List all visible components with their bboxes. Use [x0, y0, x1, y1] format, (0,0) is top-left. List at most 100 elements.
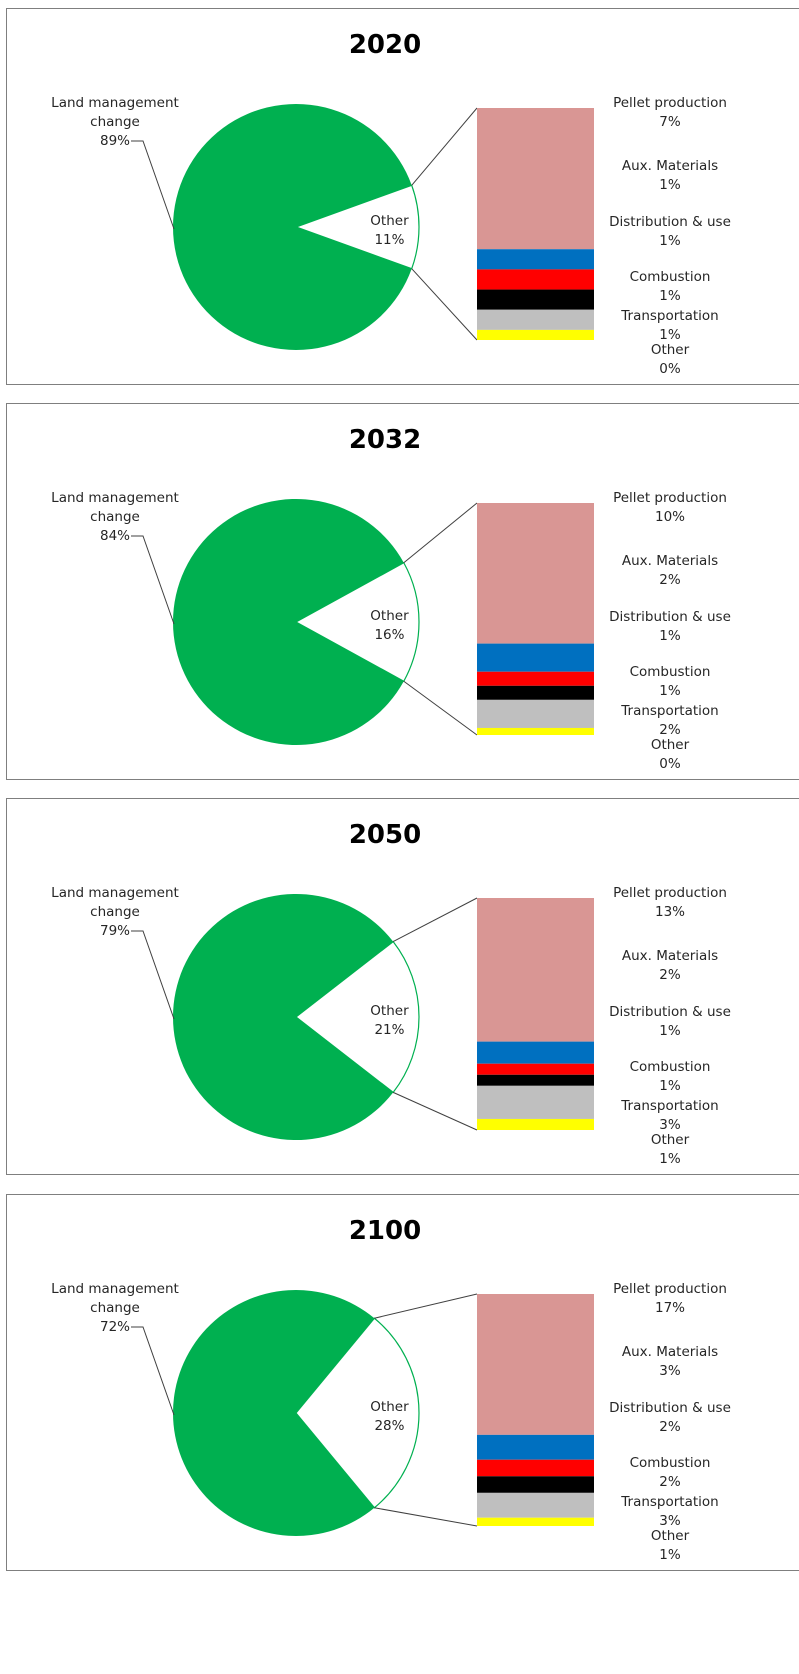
pie-label-land-management-change: Land management — [51, 885, 179, 901]
bar-segment — [477, 685, 594, 700]
pie-label-land-management-change: change — [90, 114, 140, 130]
pie-value-other: 16% — [374, 627, 404, 643]
pie-label-other: Other — [370, 1003, 409, 1019]
breakdown-label: Pellet production — [613, 95, 727, 111]
breakdown-label: Distribution & use — [609, 1400, 731, 1416]
chart-panel: 2100 Other 28% Land management change 72% Pell… — [6, 1194, 799, 1571]
chart-title: 2020 — [349, 30, 421, 60]
connector-line-top — [374, 1293, 478, 1319]
pie-value-other: 21% — [374, 1022, 404, 1038]
bar-segment — [477, 1517, 594, 1526]
breakdown-value: 1% — [659, 288, 681, 304]
pie-label-other: Other — [370, 213, 409, 229]
pie-slice-other — [294, 561, 420, 683]
pie-slice-other — [295, 1317, 420, 1509]
chart-title: 2050 — [349, 820, 421, 850]
breakdown-value: 13% — [655, 904, 685, 920]
bar-of-pie-chart: 2032 Other 16% Land management change 84% Pell… — [51, 425, 731, 772]
connector-line-bottom — [392, 1091, 478, 1131]
pie-label-land-management-change: Land management — [51, 95, 179, 111]
breakdown-label: Transportation — [620, 703, 718, 719]
pie-value-land-management-change: 84% — [100, 528, 130, 544]
bar-segment — [477, 1476, 594, 1493]
breakdown-label: Aux. Materials — [622, 553, 718, 569]
bar-of-pie-chart: 2020 Other 11% Land management change 89% Pell… — [51, 30, 731, 377]
breakdown-value: 3% — [659, 1117, 681, 1133]
pie-label-land-management-change: change — [90, 509, 140, 525]
pie-label-other: Other — [370, 608, 409, 624]
pie-slice-other — [295, 940, 420, 1094]
pie-slice-land-management-change — [172, 1290, 375, 1536]
breakdown-label: Aux. Materials — [622, 1344, 718, 1360]
chart-panel: 2032 Other 16% Land management change 84% Pell… — [6, 403, 799, 780]
bar-segment — [477, 329, 594, 340]
bar-segment — [477, 1118, 594, 1130]
breakdown-value: 2% — [659, 722, 681, 738]
breakdown-label: Aux. Materials — [622, 158, 718, 174]
breakdown-value: 1% — [659, 1151, 681, 1167]
pie-slice-land-management-change — [172, 894, 394, 1140]
breakdown-label: Combustion — [630, 269, 711, 285]
breakdown-value: 1% — [659, 233, 681, 249]
bar-segment — [477, 1492, 594, 1518]
bar-segment — [477, 1041, 594, 1064]
pie-label-land-management-change: Land management — [51, 490, 179, 506]
breakdown-label: Pellet production — [613, 885, 727, 901]
bar-segment — [477, 1434, 594, 1460]
bar-segment — [477, 249, 594, 270]
breakdown-label: Combustion — [630, 1455, 711, 1471]
bar-segment — [477, 1074, 594, 1086]
pie-label-other: Other — [370, 1399, 409, 1415]
pie-slice-land-management-change — [173, 104, 412, 351]
breakdown-value: 2% — [659, 1474, 681, 1490]
bar-segment — [477, 1085, 594, 1119]
bar-segment — [477, 898, 594, 1042]
breakdown-value: 17% — [655, 1300, 685, 1316]
breakdown-label: Transportation — [620, 1494, 718, 1510]
bar-segment — [477, 269, 594, 290]
leader-line — [131, 1326, 175, 1416]
breakdown-value: 2% — [659, 967, 681, 983]
pie-value-other: 11% — [374, 232, 404, 248]
breakdown-label: Transportation — [620, 1098, 718, 1114]
pie-value-land-management-change: 79% — [100, 923, 130, 939]
pie-label-land-management-change: change — [90, 904, 140, 920]
breakdown-value: 3% — [659, 1363, 681, 1379]
pie-label-land-management-change: Land management — [51, 1281, 179, 1297]
pie-value-land-management-change: 72% — [100, 1319, 130, 1335]
breakdown-value: 1% — [659, 177, 681, 193]
bar-segment — [477, 1294, 594, 1435]
bar-segment — [477, 727, 594, 735]
bar-segment — [477, 1063, 594, 1075]
breakdown-value: 0% — [659, 361, 681, 377]
connector-line-top — [403, 502, 478, 564]
breakdown-label: Other — [651, 1132, 690, 1148]
breakdown-value: 3% — [659, 1513, 681, 1529]
breakdown-label: Combustion — [630, 1059, 711, 1075]
connector-line-bottom — [403, 680, 478, 736]
bar-segment — [477, 108, 594, 250]
breakdown-label: Aux. Materials — [622, 948, 718, 964]
connector-line-bottom — [374, 1507, 478, 1527]
pie-slice-land-management-change — [173, 499, 404, 745]
pie-value-other: 28% — [374, 1418, 404, 1434]
breakdown-value: 1% — [659, 1023, 681, 1039]
breakdown-label: Combustion — [630, 664, 711, 680]
pie-value-land-management-change: 89% — [100, 133, 130, 149]
bar-segment — [477, 503, 594, 644]
bar-segment — [477, 289, 594, 310]
breakdown-label: Distribution & use — [609, 214, 731, 230]
bar-segment — [477, 643, 594, 672]
breakdown-value: 7% — [659, 114, 681, 130]
breakdown-value: 1% — [659, 628, 681, 644]
breakdown-label: Other — [651, 342, 690, 358]
chart-panel: 2020 Other 11% Land management change 89% Pell… — [6, 8, 799, 385]
connector-line-bottom — [411, 268, 478, 341]
breakdown-label: Pellet production — [613, 490, 727, 506]
breakdown-value: 2% — [659, 572, 681, 588]
chart-panel: 2050 Other 21% Land management change 79% Pell… — [6, 798, 799, 1175]
breakdown-value: 1% — [659, 1547, 681, 1563]
connector-line-top — [411, 107, 478, 186]
breakdown-value: 10% — [655, 509, 685, 525]
breakdown-value: 2% — [659, 1419, 681, 1435]
